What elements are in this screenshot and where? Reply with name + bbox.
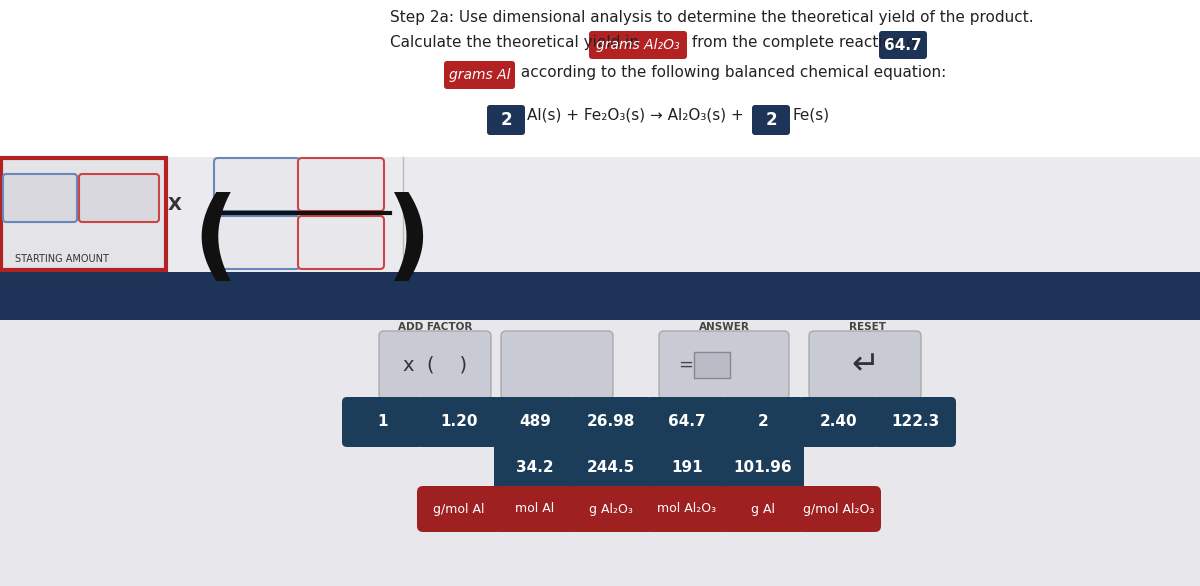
Text: 191: 191	[671, 459, 703, 475]
Text: 122.3: 122.3	[890, 414, 940, 430]
Text: grams Al: grams Al	[449, 68, 510, 82]
FancyBboxPatch shape	[797, 486, 881, 532]
FancyBboxPatch shape	[418, 397, 500, 447]
FancyBboxPatch shape	[79, 174, 158, 222]
FancyBboxPatch shape	[570, 397, 652, 447]
Text: 34.2: 34.2	[516, 459, 554, 475]
Text: g Al: g Al	[751, 503, 775, 516]
Text: 64.7: 64.7	[884, 38, 922, 53]
Text: 2: 2	[500, 111, 512, 129]
FancyBboxPatch shape	[418, 486, 502, 532]
Text: ↵: ↵	[851, 349, 878, 381]
Text: from the complete reaction of: from the complete reaction of	[686, 35, 926, 50]
Text: 64.7: 64.7	[668, 414, 706, 430]
Text: Fe(s): Fe(s)	[792, 108, 829, 123]
Text: Al(s) + Fe₂O₃(s) → Al₂O₃(s) +: Al(s) + Fe₂O₃(s) → Al₂O₃(s) +	[527, 108, 744, 123]
Bar	[0, 272, 1200, 320]
Text: 244.5: 244.5	[587, 459, 635, 475]
FancyBboxPatch shape	[878, 31, 928, 59]
FancyBboxPatch shape	[809, 331, 922, 399]
Text: =: =	[678, 356, 694, 374]
Text: g/mol Al: g/mol Al	[433, 503, 485, 516]
FancyBboxPatch shape	[874, 397, 956, 447]
Text: mol Al: mol Al	[515, 503, 554, 516]
Text: ADD FACTOR: ADD FACTOR	[398, 322, 472, 332]
Text: ANSWER: ANSWER	[698, 322, 750, 332]
Bar	[0, 0, 1200, 160]
Text: Step 2a: Use dimensional analysis to determine the theoretical yield of the prod: Step 2a: Use dimensional analysis to det…	[390, 10, 1033, 25]
FancyBboxPatch shape	[589, 31, 686, 59]
FancyBboxPatch shape	[444, 61, 515, 89]
FancyBboxPatch shape	[214, 216, 300, 269]
FancyBboxPatch shape	[721, 486, 805, 532]
FancyBboxPatch shape	[342, 397, 424, 447]
Text: 101.96: 101.96	[733, 459, 792, 475]
FancyBboxPatch shape	[487, 105, 526, 135]
Text: STARTING AMOUNT: STARTING AMOUNT	[14, 254, 109, 264]
FancyBboxPatch shape	[646, 397, 728, 447]
Text: mol Al₂O₃: mol Al₂O₃	[658, 503, 716, 516]
Text: (: (	[192, 192, 238, 289]
FancyBboxPatch shape	[722, 442, 804, 492]
Text: 2.40: 2.40	[820, 414, 858, 430]
FancyBboxPatch shape	[502, 331, 613, 399]
Text: g/mol Al₂O₃: g/mol Al₂O₃	[803, 503, 875, 516]
Text: 26.98: 26.98	[587, 414, 635, 430]
FancyBboxPatch shape	[298, 158, 384, 211]
Bar	[0, 157, 1200, 272]
FancyBboxPatch shape	[214, 158, 300, 211]
Text: g Al₂O₃: g Al₂O₃	[589, 503, 632, 516]
FancyBboxPatch shape	[494, 397, 576, 447]
FancyBboxPatch shape	[752, 105, 790, 135]
Bar	[0, 320, 1200, 586]
FancyBboxPatch shape	[659, 331, 790, 399]
Text: grams Al₂O₃: grams Al₂O₃	[596, 38, 680, 52]
FancyBboxPatch shape	[493, 486, 577, 532]
FancyBboxPatch shape	[379, 331, 491, 399]
FancyBboxPatch shape	[569, 486, 653, 532]
FancyBboxPatch shape	[298, 216, 384, 269]
FancyBboxPatch shape	[722, 397, 804, 447]
Text: x  (    ): x ( )	[403, 356, 467, 374]
Text: 1: 1	[378, 414, 389, 430]
FancyBboxPatch shape	[646, 442, 728, 492]
Text: 1.20: 1.20	[440, 414, 478, 430]
FancyBboxPatch shape	[798, 397, 880, 447]
Text: 2: 2	[766, 111, 776, 129]
FancyBboxPatch shape	[646, 486, 730, 532]
Text: RESET: RESET	[850, 322, 887, 332]
Text: Calculate the theoretical yield in: Calculate the theoretical yield in	[390, 35, 644, 50]
Text: ): )	[386, 192, 432, 289]
Bar	[1, 158, 166, 270]
FancyBboxPatch shape	[2, 174, 77, 222]
Text: 489: 489	[520, 414, 551, 430]
Text: 2: 2	[757, 414, 768, 430]
FancyBboxPatch shape	[570, 442, 652, 492]
Text: X: X	[168, 196, 182, 214]
Bar	[694, 352, 730, 378]
Text: according to the following balanced chemical equation:: according to the following balanced chem…	[516, 65, 947, 80]
FancyBboxPatch shape	[494, 442, 576, 492]
